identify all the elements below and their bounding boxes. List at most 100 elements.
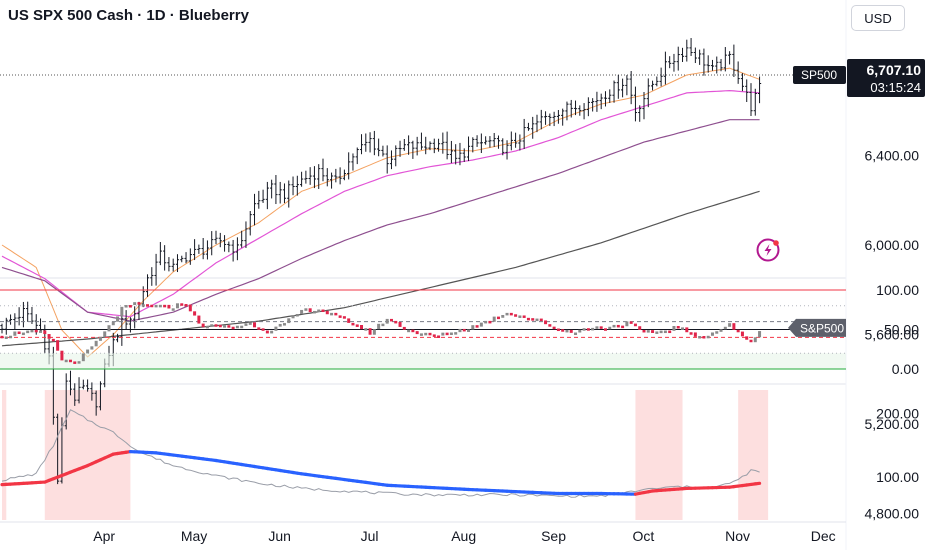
- price-bar: [128, 317, 132, 333]
- oscillator-bar: [518, 315, 522, 318]
- price-bar: [278, 181, 282, 204]
- oscillator-bar: [124, 305, 128, 308]
- oscillator-bar: [184, 304, 188, 307]
- price-bar: [505, 140, 509, 160]
- oscillator-bar: [672, 326, 676, 331]
- price-bar: [642, 91, 646, 120]
- currency-button[interactable]: USD: [851, 5, 905, 31]
- oscillator-bar: [415, 331, 419, 335]
- price-bar: [685, 39, 689, 62]
- oscillator-bar: [385, 318, 389, 324]
- oscillator-bar: [265, 330, 269, 334]
- oscillator-bar: [312, 310, 316, 314]
- price-bar: [300, 171, 304, 187]
- oscillator-bar: [128, 305, 132, 308]
- volatility-raw-line: [1, 409, 760, 498]
- oscillator-bar: [248, 322, 252, 325]
- oscillator-bar: [150, 304, 154, 308]
- price-bar: [197, 244, 201, 254]
- oscillator-bar: [9, 335, 13, 339]
- price-bar: [372, 130, 376, 156]
- oscillator-bar: [462, 328, 466, 332]
- oscillator-bar: [146, 304, 150, 307]
- price-bar: [8, 314, 13, 325]
- oscillator-bar: [193, 311, 197, 316]
- oscillator-bar: [586, 328, 590, 331]
- oscillator-bar: [544, 320, 548, 325]
- price-bar: [522, 118, 526, 149]
- price-bar: [210, 231, 214, 256]
- lightning-icon: [764, 244, 772, 256]
- time-axis-tick: Jul: [361, 528, 379, 544]
- oscillator-bar: [736, 329, 740, 333]
- price-bar: [312, 166, 317, 189]
- last-price-value: 6,707.10: [867, 62, 922, 78]
- oscillator-bar: [338, 315, 342, 318]
- price-bar: [115, 333, 120, 343]
- oscillator-bar: [372, 329, 376, 335]
- price-bar: [740, 73, 745, 92]
- oscillator-bar: [56, 340, 60, 351]
- price-bar: [543, 111, 548, 125]
- price-bar: [535, 114, 539, 133]
- price-bar: [411, 140, 415, 159]
- oscillator-bar: [522, 315, 526, 318]
- price-bar: [436, 138, 441, 152]
- price-bar: [449, 140, 453, 164]
- oscillator-bar: [638, 326, 642, 330]
- price-bar: [252, 193, 257, 226]
- oscillator-bar: [240, 325, 244, 329]
- oscillator-bar: [300, 309, 304, 315]
- price-bar: [364, 133, 368, 152]
- price-bar: [282, 183, 287, 204]
- oscillator-bar: [574, 332, 578, 336]
- oscillator-bar: [141, 304, 145, 307]
- oscillator-bar: [723, 326, 727, 330]
- oscillator-bar: [274, 326, 278, 331]
- moving-average-line: [1, 119, 760, 322]
- oscillator-bar: [47, 334, 51, 339]
- price-bar: [124, 310, 128, 330]
- oscillator-badge-text: S&P500: [800, 321, 844, 335]
- oscillator-bar: [17, 331, 21, 335]
- oscillator-bar: [633, 323, 637, 327]
- price-bar: [753, 88, 757, 116]
- oscillator-bar: [732, 323, 736, 330]
- oscillator-bar: [659, 330, 663, 334]
- price-bar: [21, 301, 25, 328]
- price-bar: [201, 237, 205, 260]
- oscillator-bar: [282, 323, 286, 326]
- oscillator-bar: [94, 340, 98, 347]
- oscillator-bar: [291, 315, 295, 319]
- price-bar: [548, 113, 552, 127]
- volatility-axis-tick: 100.00: [876, 469, 919, 485]
- oscillator-bar: [437, 335, 441, 338]
- oscillator-bar: [334, 312, 338, 316]
- price-bar: [180, 255, 184, 263]
- volatility-axis-tick: 200.00: [876, 406, 919, 422]
- oscillator-bar: [278, 323, 282, 327]
- price-bar: [257, 190, 261, 209]
- oscillator-bar: [471, 325, 475, 330]
- oscillator-bar: [111, 321, 115, 326]
- oscillator-bar: [758, 331, 762, 338]
- oscillator-bar: [569, 329, 573, 333]
- oscillator-bar: [552, 326, 556, 330]
- oscillator-bar: [235, 325, 239, 329]
- oscillator-bar: [4, 336, 8, 340]
- price-bar: [325, 168, 329, 187]
- price-bar: [73, 383, 77, 406]
- oscillator-bar: [223, 325, 227, 328]
- price-bar: [599, 93, 603, 110]
- oscillator-bar: [0, 335, 4, 339]
- price-bar: [248, 210, 252, 236]
- price-bar: [501, 138, 505, 156]
- oscillator-bar: [419, 333, 423, 336]
- price-bar: [295, 175, 299, 196]
- oscillator-bar: [531, 318, 535, 321]
- oscillator-bar: [625, 321, 629, 327]
- price-bar: [141, 286, 145, 308]
- price-bar: [565, 101, 569, 121]
- price-bar: [145, 274, 150, 297]
